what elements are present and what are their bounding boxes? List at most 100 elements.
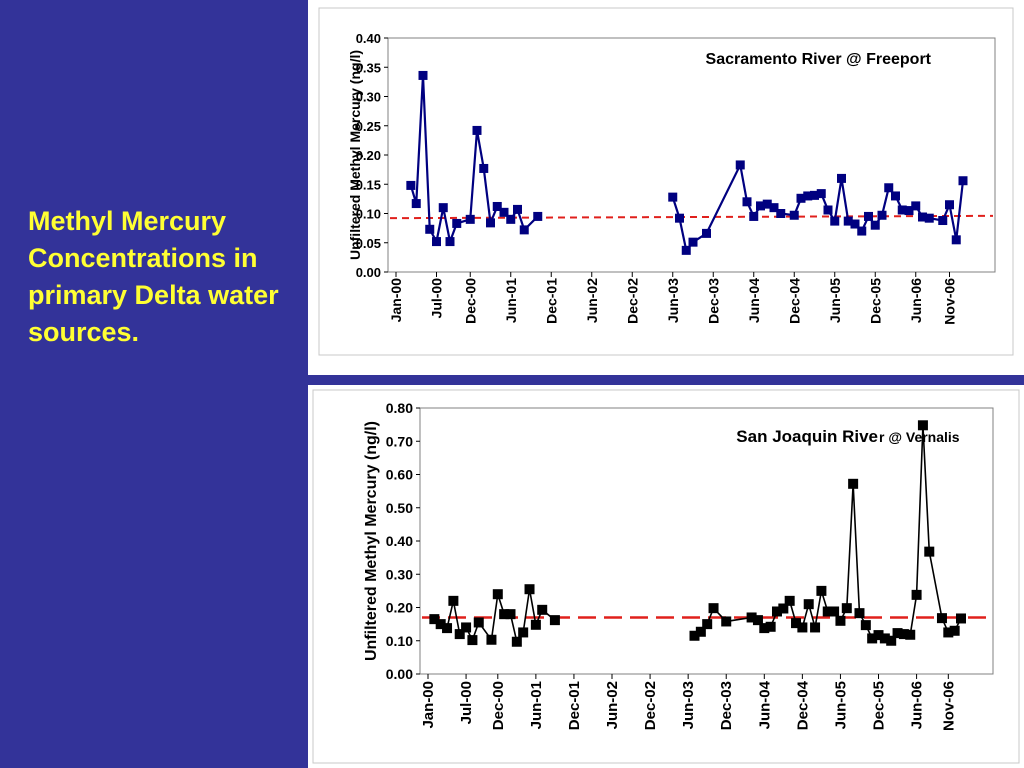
data-point (911, 201, 921, 211)
data-point (860, 620, 871, 631)
data-point (789, 210, 799, 220)
data-point (473, 617, 484, 628)
data-point (769, 203, 779, 213)
data-point (511, 636, 522, 647)
data-point (891, 191, 900, 201)
y-tick-label: 0.00 (356, 265, 381, 280)
x-tick-label: Jun-04 (756, 680, 773, 729)
data-point (735, 160, 745, 170)
data-point (938, 216, 948, 226)
data-point (492, 201, 502, 211)
data-point (530, 619, 541, 630)
x-tick-label: Jun-06 (909, 681, 926, 729)
data-point (759, 623, 770, 634)
data-point (917, 420, 928, 431)
y-tick-label: 0.60 (386, 467, 413, 483)
data-point (505, 609, 516, 620)
y-tick-label: 0.50 (386, 500, 413, 516)
data-point (406, 180, 416, 190)
x-tick-label: Jun-02 (584, 278, 600, 323)
data-point (884, 183, 894, 193)
x-tick-label: Dec-05 (867, 278, 883, 324)
san-joaquin-chart-panel: 0.00 0.10 0.20 0.30 0.40 0.50 0.60 0.70 0.80 Jan… (308, 385, 1024, 768)
data-point (796, 193, 806, 203)
data-point (867, 633, 878, 644)
data-point (951, 235, 961, 245)
x-tick-label: Jun-04 (746, 278, 762, 323)
data-point (803, 599, 814, 610)
data-point (721, 616, 732, 627)
x-tick-label: Dec-01 (566, 681, 583, 730)
data-point (958, 176, 968, 186)
data-point (756, 201, 765, 211)
data-point (936, 613, 947, 624)
x-tick-label: Dec-00 (462, 278, 478, 324)
x-tick-label: Nov-06 (942, 278, 958, 325)
data-point (746, 612, 757, 623)
data-point (911, 589, 922, 600)
data-point (499, 207, 509, 217)
data-point (864, 211, 873, 221)
data-point (742, 197, 752, 207)
data-point (518, 627, 529, 638)
data-point (688, 237, 698, 247)
y-tick-label: 0.30 (356, 90, 381, 105)
data-point (461, 622, 472, 633)
x-tick-label: Jul-00 (429, 278, 445, 319)
san-joaquin-chart-title-rest: r @ Vernalis (879, 429, 960, 445)
data-point (810, 190, 819, 200)
y-tick-label: 0.10 (356, 207, 381, 222)
sacramento-chart-panel: 0.00 0.05 0.10 0.15 0.20 0.25 0.30 0.35 0.40 Jan… (308, 0, 1024, 375)
y-tick-label: 0.35 (356, 60, 381, 75)
data-point (956, 613, 966, 624)
y-tick-label: 0.15 (356, 177, 381, 192)
sacramento-chart-title: Sacramento River @ Freeport (706, 51, 932, 68)
y-tick-label: 0.00 (386, 666, 413, 682)
x-tick-label: Dec-04 (786, 278, 802, 324)
y-tick-label: 0.70 (386, 433, 413, 449)
data-point (857, 226, 867, 236)
data-point (879, 633, 890, 644)
data-point (835, 615, 846, 626)
data-point (905, 629, 916, 640)
x-tick-label: Jun-03 (680, 681, 697, 729)
data-point (837, 173, 846, 183)
data-point (465, 214, 475, 224)
x-tick-label: Jul-00 (458, 681, 475, 724)
x-tick-label: Jan-00 (388, 278, 404, 323)
y-tick-label: 0.40 (356, 31, 381, 46)
data-point (898, 629, 909, 640)
data-point (778, 603, 789, 614)
data-point (499, 609, 510, 620)
data-point (486, 634, 497, 645)
data-point (702, 228, 711, 238)
data-point (668, 192, 678, 202)
data-point (435, 619, 446, 630)
data-point (854, 608, 865, 619)
data-point (870, 220, 880, 230)
data-point (850, 219, 860, 229)
data-point (797, 622, 808, 633)
data-point (472, 125, 482, 135)
data-point (432, 237, 441, 247)
y-tick-label: 0.20 (356, 148, 381, 163)
data-point (752, 615, 763, 626)
san-joaquin-chart-title-main: San Joaquin Rive (736, 427, 878, 446)
y-tick-label: 0.40 (386, 533, 413, 549)
data-point (708, 603, 719, 614)
data-point (429, 614, 440, 625)
data-point (452, 218, 462, 228)
data-point (892, 628, 903, 639)
data-point (425, 224, 435, 234)
data-point (418, 70, 428, 80)
data-point (689, 630, 700, 641)
x-tick-label: Dec-02 (624, 278, 640, 324)
y-tick-label: 0.80 (386, 400, 413, 416)
data-point (486, 218, 495, 228)
data-point (411, 199, 421, 209)
data-point (829, 606, 840, 617)
data-point (877, 210, 887, 220)
x-tick-label: Jun-02 (604, 681, 621, 729)
data-point (843, 216, 853, 226)
x-tick-label: Jun-01 (528, 681, 545, 729)
